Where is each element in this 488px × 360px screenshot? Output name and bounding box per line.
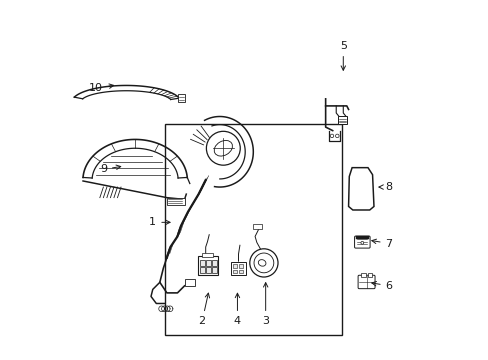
Text: 6: 6 xyxy=(371,281,392,291)
FancyBboxPatch shape xyxy=(357,275,374,289)
Bar xyxy=(206,260,210,266)
Text: 4: 4 xyxy=(233,293,241,326)
Bar xyxy=(200,260,204,266)
Bar xyxy=(178,94,184,102)
Bar xyxy=(184,279,195,286)
Text: 8: 8 xyxy=(378,182,392,192)
Text: 2: 2 xyxy=(198,293,209,326)
Circle shape xyxy=(335,134,338,138)
Bar xyxy=(232,270,237,274)
Text: 5: 5 xyxy=(339,41,346,70)
Bar xyxy=(165,123,341,335)
Bar xyxy=(361,273,365,277)
Bar xyxy=(212,267,217,274)
Bar xyxy=(212,260,217,266)
Bar xyxy=(253,224,262,229)
Bar xyxy=(197,256,218,275)
Bar xyxy=(206,267,210,274)
FancyBboxPatch shape xyxy=(354,236,369,248)
Bar xyxy=(202,253,212,257)
Circle shape xyxy=(360,242,363,244)
Text: 10: 10 xyxy=(89,83,113,93)
Bar xyxy=(166,198,184,205)
Text: 7: 7 xyxy=(371,239,392,248)
Bar xyxy=(367,273,371,277)
Bar xyxy=(231,262,245,275)
Bar xyxy=(232,264,237,268)
Bar xyxy=(238,264,242,268)
Circle shape xyxy=(329,134,333,138)
Bar xyxy=(238,270,242,274)
Text: 1: 1 xyxy=(149,217,170,227)
Bar xyxy=(200,267,204,274)
Bar xyxy=(337,117,346,123)
Text: 9: 9 xyxy=(100,165,121,174)
Text: 3: 3 xyxy=(262,283,268,326)
